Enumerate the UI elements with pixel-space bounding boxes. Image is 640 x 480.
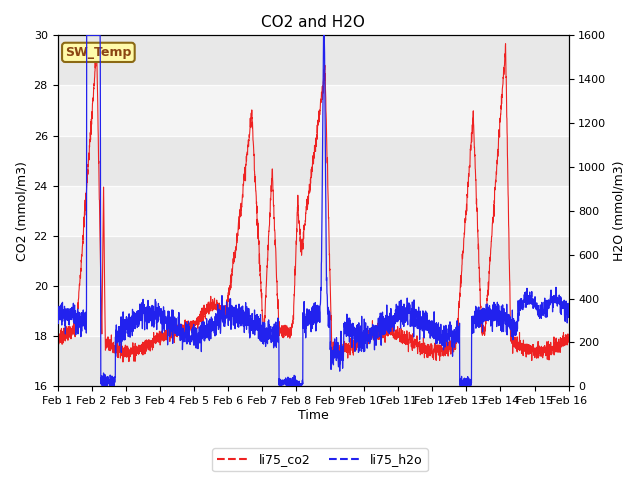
- Title: CO2 and H2O: CO2 and H2O: [261, 15, 365, 30]
- Bar: [58, 286, 568, 336]
- Text: SW_Temp: SW_Temp: [65, 46, 132, 59]
- Bar: [58, 186, 568, 236]
- X-axis label: Time: Time: [298, 409, 328, 422]
- Y-axis label: H2O (mmol/m3): H2O (mmol/m3): [612, 161, 625, 261]
- Legend: li75_co2, li75_h2o: li75_co2, li75_h2o: [212, 448, 428, 471]
- Y-axis label: CO2 (mmol/m3): CO2 (mmol/m3): [15, 161, 28, 261]
- Bar: [58, 85, 568, 136]
